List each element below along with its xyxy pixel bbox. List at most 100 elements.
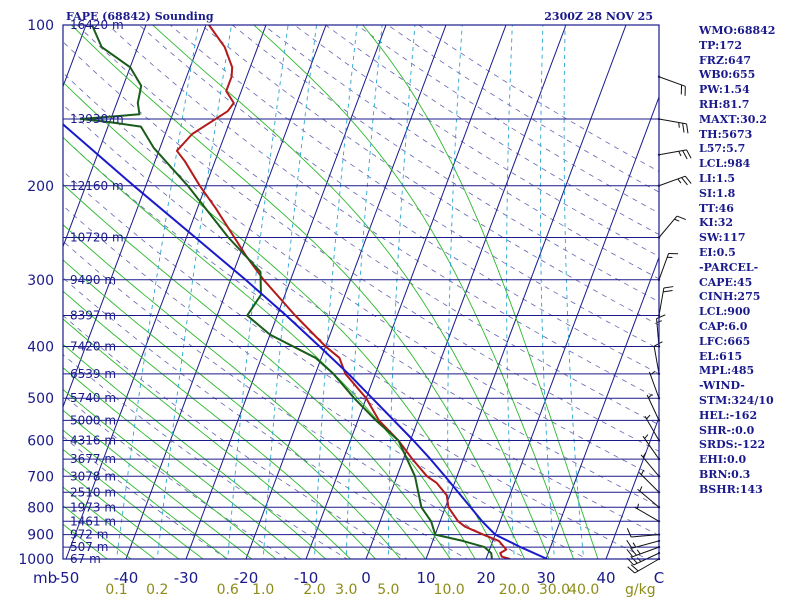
index-item: SHR-:0.0 bbox=[699, 423, 755, 437]
index-item: TT:46 bbox=[699, 201, 734, 215]
index-item: LI:1.5 bbox=[699, 171, 736, 185]
height-label: 2510 m bbox=[70, 485, 116, 499]
wind-barb-half-flag bbox=[678, 122, 680, 128]
height-label: 6539 m bbox=[70, 367, 116, 381]
index-item: CAPE:45 bbox=[699, 275, 753, 289]
valid-time: 2300Z 28 NOV 25 bbox=[544, 10, 653, 23]
wind-barb-shaft bbox=[631, 540, 660, 549]
wind-barb-shaft bbox=[634, 558, 660, 574]
index-item: MPL:485 bbox=[699, 364, 755, 378]
index-item: PW:1.54 bbox=[699, 83, 750, 97]
moist-adiabat bbox=[63, 318, 352, 559]
mixing-ratio-line bbox=[345, 25, 383, 559]
mixing-ratio-line bbox=[116, 25, 199, 559]
moist-adiabat bbox=[63, 290, 377, 559]
moist-adiabat bbox=[63, 429, 228, 559]
dry-adiabat bbox=[63, 41, 659, 452]
wind-barb-flag bbox=[630, 564, 639, 572]
moist-adiabat bbox=[63, 448, 204, 559]
dry-adiabat bbox=[232, 25, 659, 303]
wind-barb-shaft bbox=[658, 253, 670, 280]
wind-barb-shaft bbox=[632, 546, 660, 558]
temperature-label: -40 bbox=[114, 569, 139, 587]
moist-adiabat bbox=[63, 259, 401, 559]
moist-adiabat bbox=[362, 25, 599, 559]
isobar-lines bbox=[63, 24, 659, 560]
indices-panel: WMO:68842 TP:172 FRZ:647 WB0:655 PW:1.54 RH:8… bbox=[699, 24, 775, 498]
index-item: WB0:655 bbox=[699, 68, 756, 82]
wind-barb-shaft bbox=[637, 488, 660, 508]
mixing-ratio-label: 20.0 bbox=[499, 582, 530, 598]
temperature-label: -30 bbox=[174, 569, 199, 587]
wind-barb-flag bbox=[663, 290, 673, 293]
moist-adiabat bbox=[63, 388, 277, 559]
wind-barb-shaft bbox=[658, 287, 665, 316]
height-label: 13930 m bbox=[70, 112, 124, 126]
mixing-ratio-label: 3.0 bbox=[335, 582, 357, 598]
background-grid bbox=[63, 25, 659, 559]
index-item: MAXT:30.2 bbox=[699, 112, 767, 126]
pressure-label: 800 bbox=[27, 500, 54, 516]
moist-adiabat bbox=[63, 343, 327, 559]
mixing-ratio-label: 10.0 bbox=[434, 582, 465, 598]
wind-barb-half-flag bbox=[650, 371, 655, 376]
dewpoint-line bbox=[79, 25, 493, 559]
index-item: -WIND- bbox=[699, 379, 745, 393]
wind-barb-half-flag bbox=[632, 542, 637, 548]
wind-barb-flag bbox=[682, 123, 685, 133]
wind-barb-shaft bbox=[644, 416, 660, 441]
height-label: 10720 m bbox=[70, 230, 124, 244]
wind-barb-shaft bbox=[658, 118, 687, 125]
wind-barb-half-flag bbox=[648, 393, 653, 399]
wind-barb-flag bbox=[656, 314, 666, 320]
moist-adiabat bbox=[63, 505, 132, 559]
index-item: LFC:665 bbox=[699, 334, 751, 348]
wind-barb-half-flag bbox=[674, 218, 680, 222]
wind-barb-shaft bbox=[658, 215, 678, 238]
moist-adiabat bbox=[63, 81, 501, 559]
wind-barb-shaft bbox=[646, 394, 660, 421]
temperature-label: 30 bbox=[536, 569, 555, 587]
dry-adiabat bbox=[63, 205, 588, 559]
wind-barb-shaft bbox=[634, 506, 660, 522]
index-item: EI:0.5 bbox=[699, 245, 736, 259]
sounding-profiles bbox=[63, 25, 548, 559]
pressure-label: 1000 bbox=[18, 552, 54, 568]
wind-barb-shaft bbox=[648, 371, 660, 399]
isotherm-line bbox=[305, 25, 507, 559]
pressure-label: 700 bbox=[27, 469, 54, 485]
index-item: WMO:68842 bbox=[699, 24, 776, 37]
axis-labels: 0.1 0.2 0.6 1.0 2.0 3.0 5.0 10.0 20.0 30.040.0 g/k… bbox=[18, 18, 664, 598]
parcel-line bbox=[63, 123, 548, 559]
wind-barb-flag bbox=[630, 547, 637, 556]
wind-barb-flag bbox=[686, 149, 692, 159]
mixing-ratio-line bbox=[262, 25, 317, 559]
wind-barb-shaft bbox=[631, 534, 660, 538]
mixing-ratio-label: 0.2 bbox=[146, 582, 168, 598]
index-item: EL:615 bbox=[699, 349, 743, 363]
index-item: KI:32 bbox=[699, 216, 734, 230]
pressure-label: 200 bbox=[27, 179, 54, 195]
dry-adiabat bbox=[63, 315, 408, 559]
wind-barb-half-flag bbox=[639, 486, 643, 492]
temperature-line bbox=[175, 25, 511, 559]
temperature-label: 40 bbox=[596, 569, 615, 587]
index-item: CAP:6.0 bbox=[699, 319, 748, 333]
pressure-label: 400 bbox=[27, 340, 54, 356]
index-item: FRZ:647 bbox=[699, 53, 752, 67]
index-item: EHI:0.0 bbox=[699, 453, 747, 467]
height-label: 1973 m bbox=[70, 500, 116, 514]
height-label: 8397 m bbox=[70, 309, 116, 323]
index-item: LCL:984 bbox=[699, 157, 751, 171]
isotherm-line bbox=[485, 95, 659, 559]
index-item: SW:117 bbox=[699, 231, 746, 245]
wind-barb-flag bbox=[626, 528, 632, 538]
height-label: 5740 m bbox=[70, 391, 116, 405]
mixing-ratio-unit: g/kg bbox=[625, 582, 656, 598]
isotherm-line bbox=[125, 25, 327, 559]
station-title: FAPE (68842) Sounding bbox=[66, 10, 214, 23]
moist-adiabat bbox=[152, 25, 550, 559]
mixing-ratio-line bbox=[539, 25, 555, 559]
isotherm-line bbox=[63, 25, 207, 409]
dry-adiabat bbox=[107, 25, 659, 400]
